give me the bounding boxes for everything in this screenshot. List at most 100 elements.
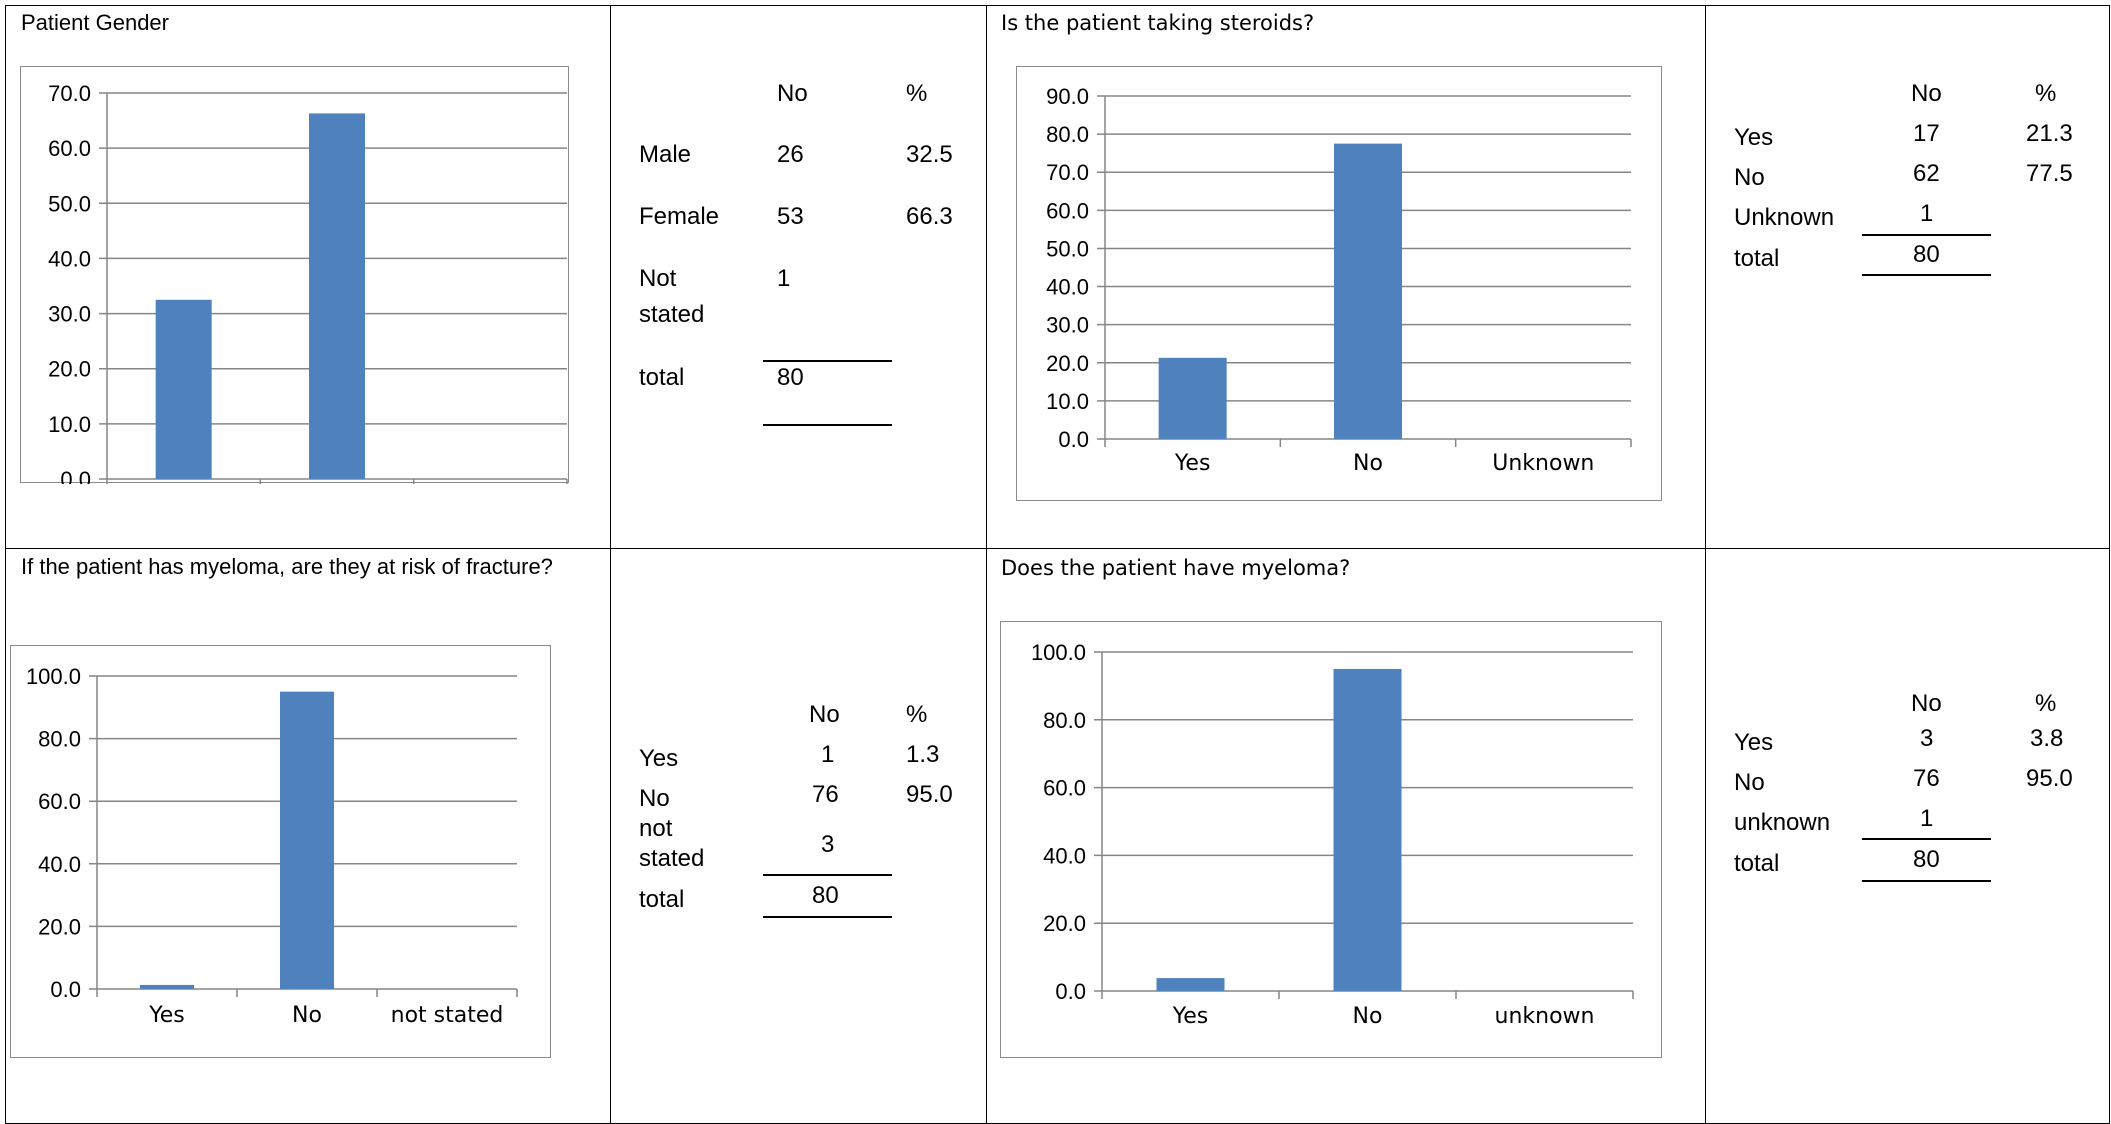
cell-fracture-table [610, 548, 988, 1124]
y-tick-label: 0.0 [1055, 979, 1086, 1004]
y-tick-label: 100.0 [1031, 640, 1086, 665]
gender-table-header-no: No [777, 80, 808, 107]
fracture-table-header-no: No [809, 701, 840, 728]
fracture-row-no: 76 [812, 781, 839, 808]
x-category-label: No [292, 1003, 322, 1028]
bar-male [155, 299, 212, 479]
bar-yes [140, 984, 194, 989]
x-category-label: Yes [1172, 1004, 1209, 1029]
y-tick-label: 30.0 [48, 302, 91, 327]
steroids-row-no: 17 [1913, 120, 1940, 147]
steroids-row-pct: 21.3 [2026, 120, 2073, 147]
fracture-row-label-line2: stated [639, 845, 705, 872]
cell-gender-table [610, 5, 988, 550]
x-category-label: Yes [1174, 451, 1211, 476]
steroids-chart: 0.0 10.0 20.0 30.0 40.0 50.0 60.0 70.0 80.0 90.0 Y… [1016, 66, 1662, 501]
cell-myeloma-table [1705, 548, 2110, 1124]
gender-row-no: 1 [777, 265, 791, 292]
x-category-label: Yes [148, 1003, 185, 1028]
y-tick-label: 70.0 [1046, 160, 1089, 185]
bar-yes [1158, 357, 1227, 439]
gender-row-no: 53 [777, 203, 804, 230]
steroids-row-label: Unknown [1734, 204, 1835, 231]
gender-row-label: Male [639, 141, 692, 168]
bar-no [1333, 668, 1402, 991]
fracture-row-pct: 1.3 [906, 741, 940, 768]
fracture-chart: 0.0 20.0 40.0 60.0 80.0 100.0 Yes No not stated [10, 645, 551, 1058]
steroids-row-pct: 77.5 [2026, 160, 2073, 187]
myeloma-chart: 0.0 20.0 40.0 60.0 80.0 100.0 Yes No unknown [1000, 621, 1662, 1058]
y-tick-label: 60.0 [48, 136, 91, 161]
gender-row-label-line2: stated [639, 301, 705, 328]
myeloma-chart-svg: 0.0 20.0 40.0 60.0 80.0 100.0 Yes No unknown [1031, 640, 1634, 1029]
myeloma-row-pct: 95.0 [2026, 765, 2073, 792]
fracture-row-label: Yes [639, 745, 679, 772]
y-tick-label: 80.0 [38, 727, 81, 752]
y-tick-label: 100.0 [26, 664, 81, 689]
gender-table-header-pct: % [906, 80, 928, 107]
y-tick-label: 20.0 [1046, 351, 1089, 376]
y-tick-label: 0.0 [50, 977, 81, 1002]
myeloma-total-value: 80 [1913, 846, 1940, 873]
fracture-row-pct: 95.0 [906, 781, 953, 808]
fracture-total-rule-bottom [763, 916, 892, 918]
myeloma-total-label: total [1734, 850, 1780, 877]
gender-title: Patient Gender [21, 10, 169, 35]
y-tick-label: 20.0 [1043, 911, 1086, 936]
fracture-chart-svg: 0.0 20.0 40.0 60.0 80.0 100.0 Yes No not stated [26, 664, 518, 1028]
gender-total-value: 80 [777, 364, 804, 391]
y-tick-label: 70.0 [48, 81, 91, 106]
myeloma-title: Does the patient have myeloma? [1001, 556, 1351, 580]
steroids-total-value: 80 [1913, 241, 1940, 268]
fracture-row-label: No [639, 785, 670, 812]
gender-row-pct: 66.3 [906, 203, 953, 230]
cell-steroids-table [1705, 5, 2110, 550]
gender-total-label: total [639, 364, 685, 391]
steroids-title: Is the patient taking steroids? [1001, 11, 1315, 35]
y-tick-label: 10.0 [1046, 389, 1089, 414]
bar-no [1334, 143, 1402, 439]
y-tick-label: 20.0 [38, 914, 81, 939]
myeloma-total-rule-top [1862, 838, 1991, 840]
steroids-table-header-pct: % [2035, 80, 2057, 107]
x-category-label: Unknown [1492, 451, 1594, 476]
bar-yes [1156, 978, 1225, 991]
steroids-total-rule-bottom [1862, 274, 1991, 276]
y-tick-label: 40.0 [48, 246, 91, 271]
myeloma-table-header-no: No [1911, 690, 1942, 717]
gender-total-rule-top [763, 360, 892, 362]
fracture-row-label: not [639, 815, 673, 842]
y-tick-label: 60.0 [1046, 198, 1089, 223]
x-category-label: No [1353, 1004, 1383, 1029]
y-tick-label: 40.0 [38, 852, 81, 877]
x-category-label: No [1353, 451, 1383, 476]
myeloma-row-pct: 3.8 [2030, 725, 2064, 752]
y-tick-label: 50.0 [1046, 236, 1089, 261]
gender-chart: 0.010.020.030.040.050.060.070.0MaleFemal… [20, 66, 569, 484]
gender-row-label: Not [639, 265, 677, 292]
steroids-row-no: 1 [1920, 200, 1934, 227]
myeloma-total-rule-bottom [1862, 880, 1991, 882]
y-tick-label: 0.0 [1058, 427, 1089, 452]
fracture-total-label: total [639, 886, 685, 913]
fracture-title: If the patient has myeloma, are they at … [21, 554, 553, 579]
y-tick-label: 20.0 [48, 357, 91, 382]
fracture-table-header-pct: % [906, 701, 928, 728]
fracture-row-no: 1 [821, 741, 835, 768]
steroids-row-no: 62 [1913, 160, 1940, 187]
y-tick-label: 30.0 [1046, 313, 1089, 338]
x-category-label: not stated [391, 1003, 504, 1028]
fracture-total-value: 80 [812, 882, 839, 909]
steroids-chart-svg: 0.0 10.0 20.0 30.0 40.0 50.0 60.0 70.0 80.0 90.0 Y… [1046, 84, 1632, 476]
y-tick-label: 40.0 [1046, 275, 1089, 300]
y-tick-label: 90.0 [1046, 84, 1089, 109]
myeloma-row-label: unknown [1734, 809, 1831, 836]
y-tick-label: 60.0 [38, 789, 81, 814]
fracture-row-no: 3 [821, 831, 835, 858]
x-category-label: unknown [1495, 1004, 1595, 1029]
y-tick-label: 80.0 [1046, 122, 1089, 147]
steroids-row-label: No [1734, 164, 1765, 191]
steroids-total-rule-top [1862, 234, 1991, 236]
y-tick-label: 50.0 [48, 191, 91, 216]
gender-row-no: 26 [777, 141, 804, 168]
